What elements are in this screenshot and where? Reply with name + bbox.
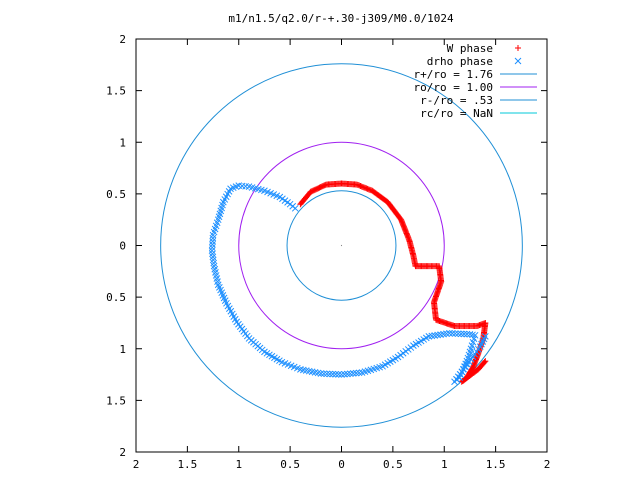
drho_phase-marker	[346, 370, 354, 378]
drho_phase-marker	[329, 370, 337, 378]
y-tick-label: 1	[119, 136, 126, 149]
drho_phase-marker	[326, 370, 334, 378]
circle-r_plus	[160, 63, 523, 428]
drho_phase-marker	[338, 371, 345, 378]
drho_phase-marker	[209, 241, 216, 248]
circle-r_minus	[286, 190, 397, 301]
legend-label: drho phase	[427, 55, 493, 68]
drho_phase-marker	[481, 333, 489, 340]
drho_phase-marker	[451, 330, 459, 337]
y-tick-label: 0.5	[106, 188, 126, 201]
y-tick-label: 2	[119, 446, 126, 459]
drho_phase-marker	[344, 370, 351, 378]
x-tick-label: 1.5	[177, 458, 197, 471]
drho_phase-marker	[460, 330, 468, 338]
circle-r_o	[238, 141, 445, 350]
axes: 2 1.5 1 0.5 0 0.5 1 1.5 221.510.500.511.52	[106, 33, 550, 471]
x-tick-label: 1	[235, 458, 242, 471]
y-tick-label: 1.5	[106, 394, 126, 407]
drho_phase-marker	[469, 331, 476, 339]
drho_phase-marker	[320, 370, 328, 378]
x-tick-label: 0.5	[383, 458, 403, 471]
drho_phase-marker	[317, 370, 325, 377]
legend-label: W phase	[447, 42, 493, 55]
drho_phase-marker	[335, 371, 342, 378]
drho_phase-marker	[323, 370, 331, 378]
legend-label: ro/ro = 1.00	[414, 81, 493, 94]
x-tick-label: 1	[441, 458, 448, 471]
drho_phase-marker	[446, 329, 453, 337]
drho_phase-marker	[352, 369, 360, 377]
x-tick-label: 1.5	[486, 458, 506, 471]
drho_phase-marker	[209, 234, 217, 242]
drho_phase-marker	[341, 370, 348, 378]
y-tick-label: 1.5	[106, 85, 126, 98]
drho_phase-marker	[457, 330, 465, 338]
drho_phase-marker	[208, 244, 216, 251]
data-marks	[208, 180, 489, 386]
w_phase-marker	[481, 359, 488, 366]
legend-label: r-/ro = .53	[420, 94, 493, 107]
x-tick-label: 0.5	[280, 458, 300, 471]
drho_phase-marker	[355, 369, 363, 377]
reference-circles	[160, 63, 523, 428]
y-tick-label: 1	[119, 343, 126, 356]
legend-swatch-w_phase	[515, 45, 521, 51]
y-tick-label: 0.5	[106, 291, 126, 304]
drho_phase-marker	[332, 370, 339, 378]
origin-dot	[340, 244, 343, 247]
drho_phase-marker	[454, 330, 462, 338]
x-tick-label: 2	[544, 458, 551, 471]
y-tick-label: 2	[119, 33, 126, 46]
drho_phase-marker	[349, 370, 357, 377]
legend-swatch-drho_phase	[514, 57, 522, 65]
y-tick-label: 0	[119, 240, 126, 253]
legend-label: r+/ro = 1.76	[414, 68, 493, 81]
drho_phase-marker	[463, 330, 471, 338]
x-tick-label: 0	[338, 458, 345, 471]
w_phase-marker	[482, 358, 489, 365]
chart-title: m1/n1.5/q2.0/r-+.30-j309/M0.0/1024	[228, 12, 454, 25]
drho_phase-marker	[209, 238, 217, 245]
drho_phase-marker	[448, 330, 456, 337]
x-tick-label: 2	[133, 458, 140, 471]
legend-label: rc/ro = NaN	[420, 107, 493, 120]
